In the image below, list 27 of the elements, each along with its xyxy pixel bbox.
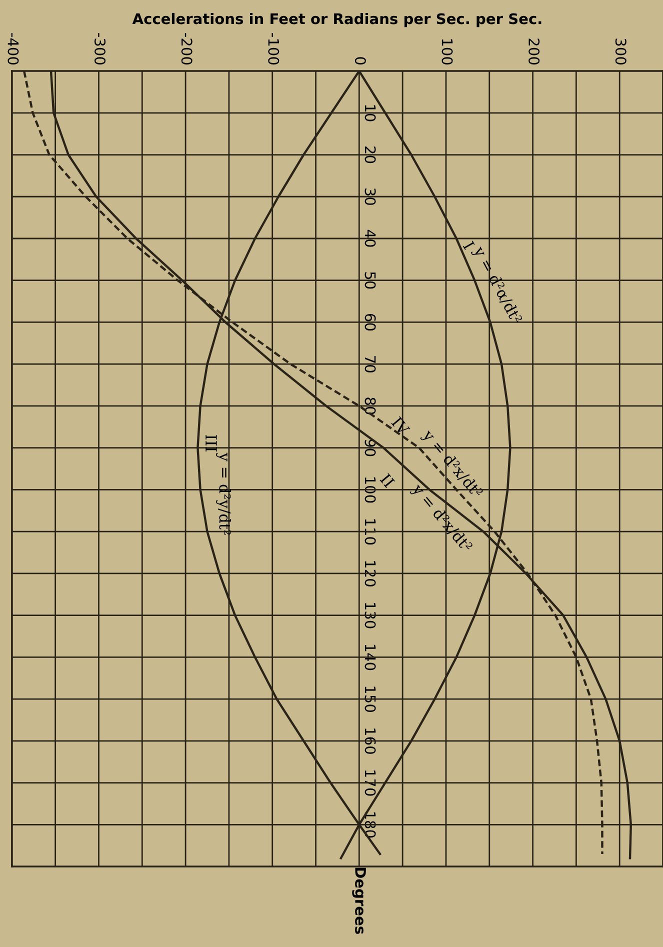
x-tick-label: -100 xyxy=(268,33,280,64)
x-tick-label: 0 xyxy=(354,57,366,64)
x-tick-label: 100 xyxy=(442,39,453,64)
x-tick-label: 200 xyxy=(528,38,540,64)
y-tick-label: 20 xyxy=(364,146,376,164)
y-tick-label: 10 xyxy=(364,105,376,122)
annotation: IV xyxy=(391,416,410,436)
x-tick-label: 300 xyxy=(615,38,626,64)
y-tick-label: 150 xyxy=(364,686,376,712)
y-tick-label: 160 xyxy=(364,728,376,754)
x-axis-title: Accelerations in Feet or Radians per Sec. per Sec. xyxy=(132,12,542,28)
annotation: y = d²y/dt² xyxy=(216,452,232,535)
annotation: III xyxy=(206,435,217,452)
x-tick-label: -300 xyxy=(94,33,106,64)
y-axis-title: Degrees xyxy=(352,868,366,934)
y-tick-label: 50 xyxy=(364,272,376,289)
x-tick-label: -400 xyxy=(8,33,19,64)
y-tick-label: 130 xyxy=(364,602,376,628)
y-tick-label: 30 xyxy=(364,188,376,205)
y-tick-label: 120 xyxy=(364,561,376,586)
y-tick-label: 140 xyxy=(364,644,376,670)
annotation: II xyxy=(380,473,395,488)
y-tick-label: 40 xyxy=(364,230,376,247)
y-tick-label: 70 xyxy=(364,356,376,372)
y-tick-label: 100 xyxy=(364,477,376,503)
x-tick-label: -200 xyxy=(181,33,192,64)
y-tick-label: 60 xyxy=(364,314,376,331)
